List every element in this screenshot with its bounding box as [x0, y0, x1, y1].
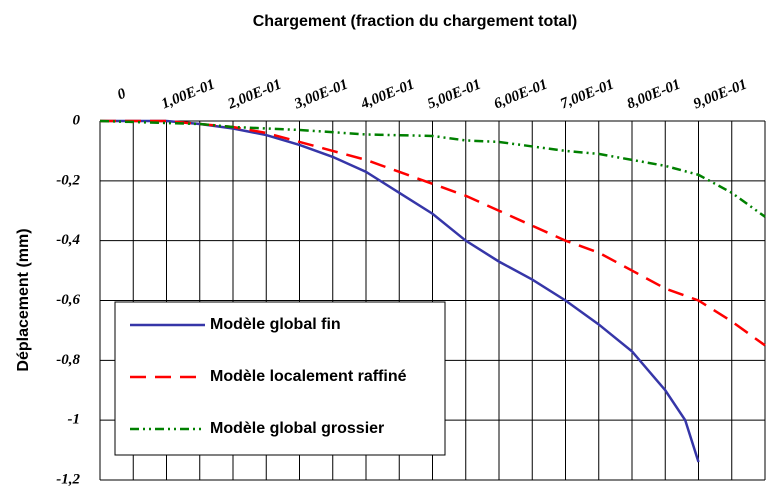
y-tick-label: -0,8 — [56, 352, 80, 368]
y-tick-label: -1,2 — [56, 471, 80, 487]
x-tick-label: 5,00E-01 — [425, 77, 483, 113]
y-axis-label: Déplacement (mm) — [15, 228, 32, 371]
x-tick-label: 3,00E-01 — [291, 77, 350, 113]
legend-label: Modèle global fin — [210, 316, 341, 333]
y-tick-label: -0,2 — [56, 172, 80, 188]
x-tick-label: 6,00E-01 — [492, 77, 550, 113]
data-line — [100, 119, 700, 463]
x-tick-label: 7,00E-01 — [558, 77, 616, 113]
x-tick-label: 8,00E-01 — [625, 77, 683, 113]
legend-label: Modèle localement raffiné — [210, 368, 407, 385]
y-tick-label: 0 — [73, 112, 81, 128]
y-tick-label: -0,4 — [56, 232, 80, 248]
x-tick-label: 4,00E-01 — [358, 77, 417, 113]
chart-title: Chargement (fraction du chargement total… — [253, 13, 577, 30]
y-tick-label: -1 — [68, 412, 81, 428]
x-tick-label: 0 — [115, 85, 128, 103]
x-tick-label: 9,00E-01 — [691, 77, 749, 113]
x-tick-label: 1,00E-01 — [159, 77, 217, 113]
x-tick-label: 2,00E-01 — [225, 77, 284, 113]
legend-label: Modèle global grossier — [210, 420, 384, 437]
legend: Modèle global fin Modèle localement raffi… — [114, 301, 446, 456]
y-tick-label: -0,6 — [56, 292, 80, 308]
